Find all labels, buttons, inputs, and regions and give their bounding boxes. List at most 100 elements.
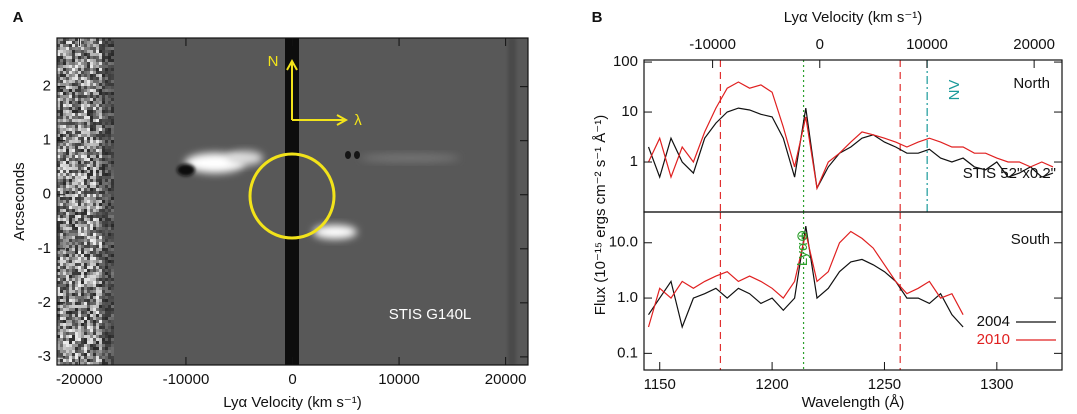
noise	[108, 212, 111, 215]
noise	[78, 134, 81, 137]
noise	[84, 53, 87, 56]
noise	[99, 101, 102, 104]
noise	[105, 80, 108, 83]
noise	[60, 311, 63, 314]
noise	[69, 284, 72, 287]
noise	[66, 170, 69, 173]
noise	[66, 260, 69, 263]
noise	[69, 149, 72, 152]
noise	[66, 59, 69, 62]
noise	[57, 278, 60, 281]
noise	[75, 335, 78, 338]
noise	[81, 281, 84, 284]
noise	[99, 176, 102, 179]
noise	[81, 158, 84, 161]
noise	[84, 119, 87, 122]
noise	[102, 248, 105, 251]
noise	[81, 266, 84, 269]
noise	[99, 197, 102, 200]
noise	[81, 359, 84, 362]
noise	[87, 215, 90, 218]
noise	[81, 251, 84, 254]
noise	[60, 182, 63, 185]
noise	[57, 302, 60, 305]
noise	[96, 326, 99, 329]
noise	[96, 74, 99, 77]
noise	[105, 344, 108, 347]
noise	[72, 134, 75, 137]
noise	[84, 56, 87, 59]
noise	[69, 257, 72, 260]
noise	[60, 347, 63, 350]
noise	[90, 215, 93, 218]
noise	[84, 155, 87, 158]
noise	[69, 56, 72, 59]
noise	[72, 284, 75, 287]
noise	[72, 59, 75, 62]
noise	[111, 356, 114, 359]
dark-spot	[345, 151, 351, 159]
noise	[93, 347, 96, 350]
noise	[87, 335, 90, 338]
noise	[96, 275, 99, 278]
noise	[69, 332, 72, 335]
noise	[105, 53, 108, 56]
noise	[60, 131, 63, 134]
noise	[111, 212, 114, 215]
noise	[66, 272, 69, 275]
noise	[63, 41, 66, 44]
noise	[84, 104, 87, 107]
noise	[75, 269, 78, 272]
noise	[72, 131, 75, 134]
noise	[81, 38, 84, 41]
noise	[93, 191, 96, 194]
noise	[105, 236, 108, 239]
noise	[63, 338, 66, 341]
noise	[69, 134, 72, 137]
noise	[69, 203, 72, 206]
noise	[105, 143, 108, 146]
noise	[66, 167, 69, 170]
noise	[102, 350, 105, 353]
noise	[90, 98, 93, 101]
noise	[63, 344, 66, 347]
noise	[90, 302, 93, 305]
noise	[60, 47, 63, 50]
noise	[90, 263, 93, 266]
noise	[108, 317, 111, 320]
noise	[96, 155, 99, 158]
noise	[84, 158, 87, 161]
noise	[66, 74, 69, 77]
noise	[102, 194, 105, 197]
noise	[90, 314, 93, 317]
noise	[96, 56, 99, 59]
noise	[60, 62, 63, 65]
noise	[108, 299, 111, 302]
noise	[84, 59, 87, 62]
noise	[105, 179, 108, 182]
noise	[105, 44, 108, 47]
noise	[108, 155, 111, 158]
noise	[105, 278, 108, 281]
noise	[111, 89, 114, 92]
noise	[81, 347, 84, 350]
noise	[99, 98, 102, 101]
noise	[60, 302, 63, 305]
noise	[99, 329, 102, 332]
noise	[66, 152, 69, 155]
noise	[111, 350, 114, 353]
noise	[108, 68, 111, 71]
noise	[78, 257, 81, 260]
noise	[60, 161, 63, 164]
noise	[105, 50, 108, 53]
y-tick-label: 10.0	[609, 234, 638, 251]
noise	[81, 83, 84, 86]
noise	[63, 68, 66, 71]
noise	[75, 41, 78, 44]
noise	[105, 158, 108, 161]
noise	[66, 173, 69, 176]
noise	[93, 80, 96, 83]
noise	[93, 197, 96, 200]
noise	[96, 65, 99, 68]
noise	[96, 332, 99, 335]
